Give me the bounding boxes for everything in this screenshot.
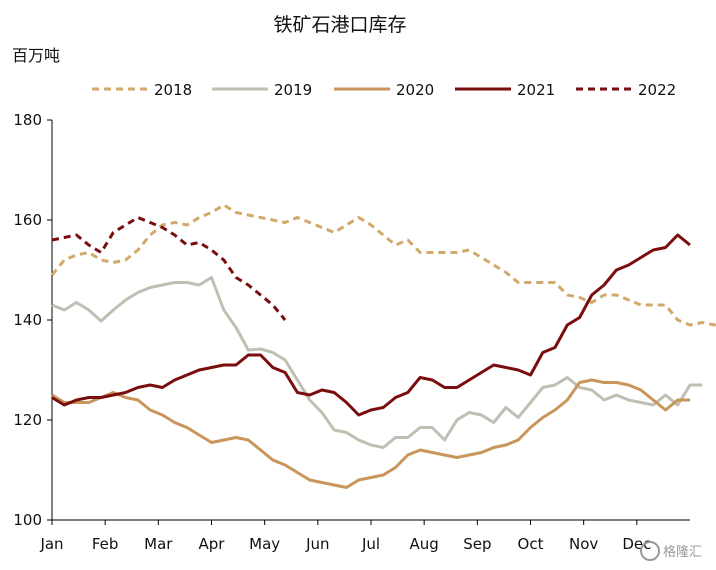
- x-tick-label: Aug: [410, 535, 439, 553]
- legend-label: 2020: [396, 81, 434, 99]
- plot-area: [50, 203, 716, 489]
- x-tick-label: Jun: [305, 535, 329, 553]
- x-tick-label: May: [249, 535, 280, 553]
- legend-label: 2021: [517, 81, 555, 99]
- legend-label: 2019: [274, 81, 312, 99]
- series-line-2018: [50, 203, 716, 327]
- legend-item-2021: 2021: [455, 81, 555, 99]
- legend-label: 2018: [154, 81, 192, 99]
- legend: 2018 2019 2020 2021 2022: [92, 81, 676, 99]
- legend-item-2020: 2020: [334, 81, 434, 99]
- y-tick-label: 180: [13, 111, 42, 129]
- x-tick-label: Jan: [39, 535, 63, 553]
- x-tick-label: Feb: [92, 535, 119, 553]
- y-tick-label: 120: [13, 411, 42, 429]
- x-tick-label: Apr: [199, 535, 226, 553]
- legend-label: 2022: [638, 81, 676, 99]
- watermark-logo-icon: [640, 541, 660, 561]
- y-axis-unit-label: 百万吨: [12, 46, 60, 65]
- x-tick-label: Oct: [518, 535, 544, 553]
- chart-title: 铁矿石港口库存: [273, 14, 406, 36]
- y-tick-label: 140: [13, 311, 42, 329]
- x-tick-label: Dec: [622, 535, 651, 553]
- y-tick-label: 160: [13, 211, 42, 229]
- legend-item-2019: 2019: [212, 81, 312, 99]
- x-tick-label: Jul: [361, 535, 380, 553]
- y-tick-label: 100: [13, 511, 42, 529]
- axes: 100 120 140 160 180 Jan Feb Mar Apr May Jun Jul Aug S…: [13, 111, 690, 553]
- x-tick-label: Sep: [463, 535, 491, 553]
- watermark-text: 格隆汇: [663, 544, 702, 560]
- series-line-2019: [51, 276, 703, 449]
- watermark: 格隆汇: [640, 541, 702, 561]
- legend-item-2018: 2018: [92, 81, 192, 99]
- series-line-2022: [51, 216, 287, 321]
- x-tick-label: Nov: [569, 535, 598, 553]
- x-tick-label: Mar: [144, 535, 173, 553]
- series-line-2020: [51, 378, 690, 489]
- series-line-2021: [51, 233, 691, 417]
- legend-item-2022: 2022: [576, 81, 676, 99]
